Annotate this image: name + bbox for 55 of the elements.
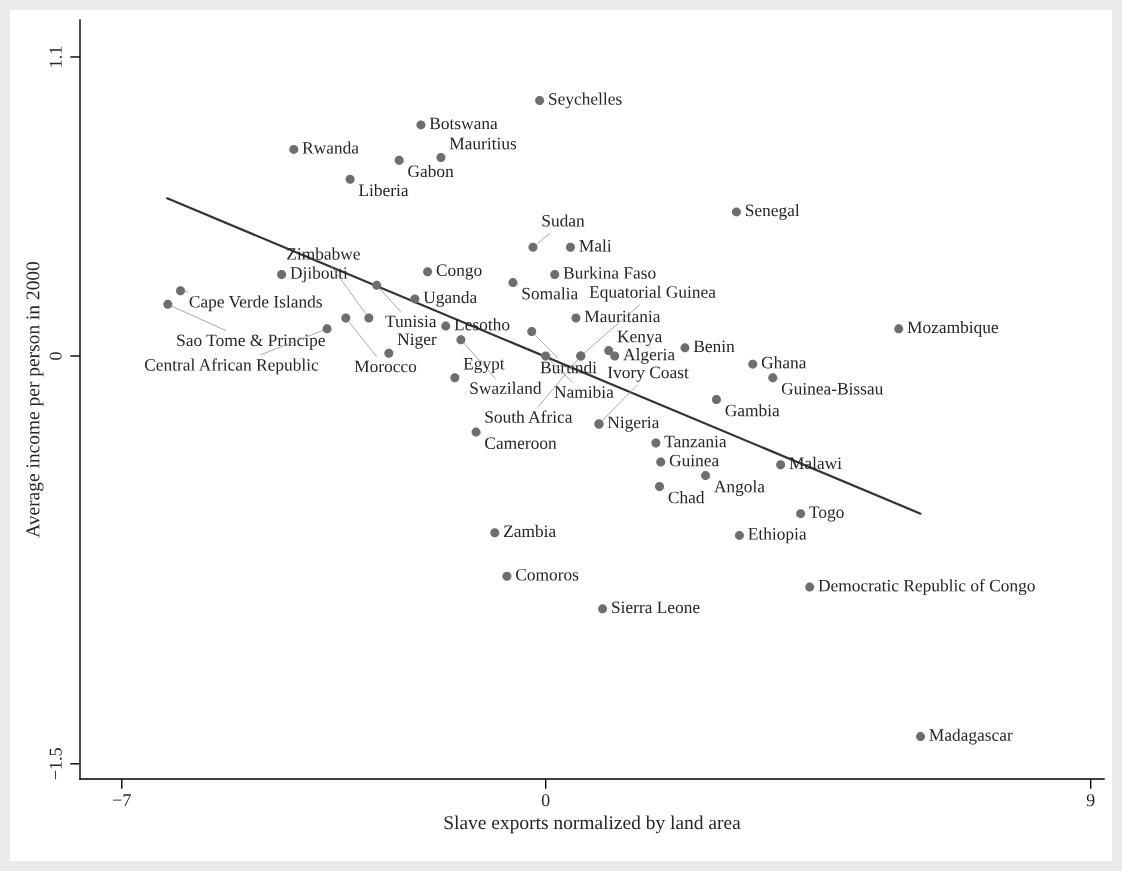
annotation: Chad	[668, 491, 705, 504]
x-tick-label: −7	[113, 794, 131, 807]
annotation: Angola	[714, 480, 765, 497]
annotation: Rwanda	[302, 141, 359, 154]
annotation: Mali	[579, 239, 612, 252]
annotation: Mauritania	[584, 310, 661, 323]
annotation: Algeria	[623, 348, 675, 364]
y-axis-title: Average income per person in 2000	[26, 261, 44, 538]
annotation: Morocco	[354, 360, 417, 373]
annotation: Ivory Coast	[607, 366, 689, 382]
annotation: Mozambique	[907, 320, 999, 337]
y-tick-label: −1.5	[49, 748, 62, 780]
annotation: Equatorial Guinea	[589, 285, 716, 302]
annotation: Gabon	[408, 164, 454, 178]
annotation: Somalia	[522, 287, 578, 300]
x-tick-label: 9	[1086, 794, 1095, 807]
annotation: Djibouti	[290, 266, 348, 283]
annotation: Kenya	[617, 330, 663, 346]
annotation: Tanzania	[664, 435, 727, 448]
annotation: Democratic Republic of Congo	[818, 579, 1035, 596]
annotation: Cameroon	[485, 437, 557, 449]
annotation: Cape Verde Islands	[189, 295, 322, 312]
annotation: Botswana	[429, 117, 498, 130]
annotation: Liberia	[358, 183, 409, 197]
annotation: Burkina Faso	[563, 266, 656, 279]
annotation: Madagascar	[929, 728, 1013, 745]
annotation: Namibia	[554, 385, 614, 398]
x-axis-title: Slave exports normalized by land area	[444, 815, 741, 834]
annotation: Senegal	[745, 204, 800, 220]
annotation: Egypt	[463, 358, 505, 374]
annotation: Benin	[693, 340, 735, 353]
annotation: Uganda	[423, 291, 477, 307]
annotation: Guinea-Bissau	[781, 382, 884, 395]
annotation: Ghana	[761, 356, 807, 369]
annotation: Ethiopia	[748, 527, 807, 544]
y-tick-label: 1.1	[49, 46, 62, 67]
annotation: Guinea	[669, 454, 719, 467]
annotation: Swaziland	[470, 381, 542, 395]
annotation: South Africa	[485, 410, 573, 423]
annotation: Comoros	[515, 568, 579, 581]
annotation: Sao Tome & Principe	[177, 334, 325, 350]
annotation: Gambia	[725, 404, 780, 417]
x-tick-label: 0	[541, 794, 550, 807]
annotation: Mauritius	[449, 137, 517, 150]
annotation: Tunisia	[385, 315, 437, 328]
annotation: Togo	[809, 506, 844, 522]
annotation: Congo	[436, 264, 482, 280]
annotation: Niger	[397, 333, 437, 349]
annotation: Central African Republic	[144, 358, 319, 375]
annotation: Seychelles	[549, 92, 622, 109]
annotation: Sudan	[542, 214, 585, 227]
annotation: Zambia	[503, 524, 556, 538]
annotation: Sierra Leone	[612, 601, 700, 614]
annotation: Nigeria	[607, 416, 660, 432]
y-tick-label: 0	[49, 352, 62, 360]
